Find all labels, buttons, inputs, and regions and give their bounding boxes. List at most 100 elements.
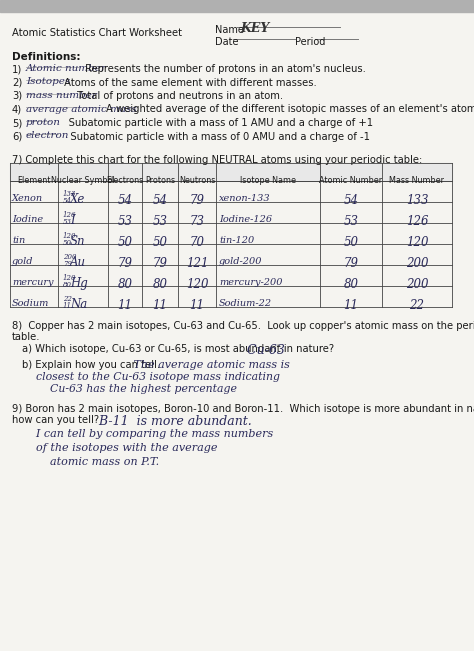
Text: Iodine-126: Iodine-126: [219, 215, 272, 223]
Text: 120: 120: [63, 273, 76, 282]
Text: 3): 3): [12, 91, 22, 101]
Text: 126: 126: [63, 211, 76, 219]
Text: Nuclear Symbol: Nuclear Symbol: [51, 176, 115, 185]
Text: 79: 79: [190, 193, 204, 206]
Text: 11: 11: [190, 299, 204, 312]
Text: 50: 50: [344, 236, 358, 249]
Text: 200: 200: [406, 277, 428, 290]
Text: Hg: Hg: [70, 277, 88, 290]
Text: 79: 79: [153, 256, 167, 270]
Text: 50: 50: [153, 236, 167, 249]
Text: electron: electron: [26, 132, 69, 141]
Text: Na: Na: [70, 298, 87, 311]
Text: 70: 70: [190, 236, 204, 249]
Text: 50: 50: [118, 236, 133, 249]
Text: gold: gold: [12, 256, 34, 266]
Text: 54: 54: [63, 197, 72, 204]
Text: Mass Number: Mass Number: [390, 176, 445, 185]
Text: Atomic Statistics Chart Worksheet: Atomic Statistics Chart Worksheet: [12, 28, 182, 38]
Text: 120: 120: [63, 232, 76, 240]
Text: Au: Au: [70, 256, 86, 269]
Text: gold-200: gold-200: [219, 256, 263, 266]
Text: mass number: mass number: [26, 91, 97, 100]
Text: 6): 6): [12, 132, 22, 141]
Text: Neutrons: Neutrons: [179, 176, 215, 185]
Text: Sodium: Sodium: [12, 299, 49, 308]
Text: b) Explain how you can tell.: b) Explain how you can tell.: [22, 360, 160, 370]
Text: Total of protons and neutrons in an atom.: Total of protons and neutrons in an atom…: [73, 91, 283, 101]
Text: Subatomic particle with a mass of 0 AMU and a charge of -1: Subatomic particle with a mass of 0 AMU …: [62, 132, 370, 141]
Text: 54: 54: [344, 193, 358, 206]
Text: 50: 50: [63, 239, 72, 247]
Text: 121: 121: [186, 256, 208, 270]
Text: Cu-63 has the highest percentage: Cu-63 has the highest percentage: [22, 384, 237, 394]
Text: 53: 53: [153, 215, 167, 228]
Text: 133: 133: [406, 193, 428, 206]
Bar: [0, 0, 474, 12]
Text: 22: 22: [63, 295, 72, 303]
Text: 53: 53: [63, 217, 72, 226]
Text: Definitions:: Definitions:: [12, 52, 81, 62]
Text: Sodium-22: Sodium-22: [219, 299, 272, 308]
Text: Represents the number of protons in an atom's nucleus.: Represents the number of protons in an a…: [82, 64, 365, 74]
Text: 54: 54: [153, 193, 167, 206]
Text: xenon-133: xenon-133: [219, 193, 271, 202]
Text: 53: 53: [118, 215, 133, 228]
Text: I: I: [70, 214, 74, 227]
Text: 79: 79: [344, 256, 358, 270]
Text: closest to the Cu-63 isotope mass indicating: closest to the Cu-63 isotope mass indica…: [22, 372, 280, 382]
Text: 2): 2): [12, 77, 22, 87]
Text: tin: tin: [12, 236, 25, 245]
Text: Xe: Xe: [70, 193, 85, 206]
Text: a) Which isotope, Cu-63 or Cu-65, is most abundant in nature?: a) Which isotope, Cu-63 or Cu-65, is mos…: [22, 344, 334, 354]
Text: Cu-63: Cu-63: [243, 344, 285, 357]
Text: Subatomic particle with a mass of 1 AMU and a charge of +1: Subatomic particle with a mass of 1 AMU …: [53, 118, 374, 128]
Text: Isotope Name: Isotope Name: [240, 176, 296, 185]
Text: 80: 80: [63, 281, 72, 288]
Text: 126: 126: [406, 215, 428, 228]
Text: 54: 54: [118, 193, 133, 206]
Bar: [10, 163, 452, 181]
Text: mercury: mercury: [12, 277, 54, 286]
Text: 9) Boron has 2 main isotopes, Boron-10 and Boron-11.  Which isotope is more abun: 9) Boron has 2 main isotopes, Boron-10 a…: [12, 404, 474, 414]
Text: 11: 11: [344, 299, 358, 312]
Text: tin-120: tin-120: [219, 236, 254, 245]
Text: 53: 53: [344, 215, 358, 228]
Text: Xenon: Xenon: [12, 193, 43, 202]
Text: of the isotopes with the average: of the isotopes with the average: [22, 443, 218, 453]
Text: 11: 11: [118, 299, 133, 312]
Text: 5): 5): [12, 118, 22, 128]
Text: Atomic Number: Atomic Number: [319, 176, 383, 185]
Text: KEY: KEY: [240, 22, 269, 35]
Text: 120: 120: [406, 236, 428, 249]
Text: mercury-200: mercury-200: [219, 277, 283, 286]
Text: Element: Element: [18, 176, 51, 185]
Text: proton: proton: [26, 118, 61, 127]
Text: 133: 133: [63, 189, 76, 198]
Text: atomic mass on P.T.: atomic mass on P.T.: [22, 457, 159, 467]
Text: 200: 200: [63, 253, 76, 260]
Text: 120: 120: [186, 277, 208, 290]
Text: 11: 11: [63, 301, 72, 310]
Text: 80: 80: [344, 277, 358, 290]
Text: average atomic mass: average atomic mass: [26, 105, 137, 113]
Text: Atoms of the same element with different masses.: Atoms of the same element with different…: [62, 77, 317, 87]
Text: 4): 4): [12, 105, 22, 115]
Text: 22: 22: [410, 299, 425, 312]
Text: 11: 11: [153, 299, 167, 312]
Text: 79: 79: [118, 256, 133, 270]
Text: 8)  Copper has 2 main isotopes, Cu-63 and Cu-65.  Look up copper's atomic mass o: 8) Copper has 2 main isotopes, Cu-63 and…: [12, 321, 474, 331]
Text: Iodine: Iodine: [12, 215, 43, 223]
Text: I can tell by comparing the mass numbers: I can tell by comparing the mass numbers: [22, 429, 273, 439]
Text: 200: 200: [406, 256, 428, 270]
Text: A weighted average of the different isotopic masses of an element's atoms: A weighted average of the different isot…: [106, 105, 474, 115]
Text: Isotopes: Isotopes: [26, 77, 70, 87]
Text: 73: 73: [190, 215, 204, 228]
Text: B-11  is more abundant.: B-11 is more abundant.: [75, 415, 252, 428]
Text: how can you tell?: how can you tell?: [12, 415, 99, 425]
Text: Date: Date: [215, 37, 238, 47]
Text: Period: Period: [295, 37, 325, 47]
Text: 7) Complete this chart for the following NEUTRAL atoms using your periodic table: 7) Complete this chart for the following…: [12, 155, 422, 165]
Text: 1): 1): [12, 64, 22, 74]
Text: Electrons: Electrons: [106, 176, 144, 185]
